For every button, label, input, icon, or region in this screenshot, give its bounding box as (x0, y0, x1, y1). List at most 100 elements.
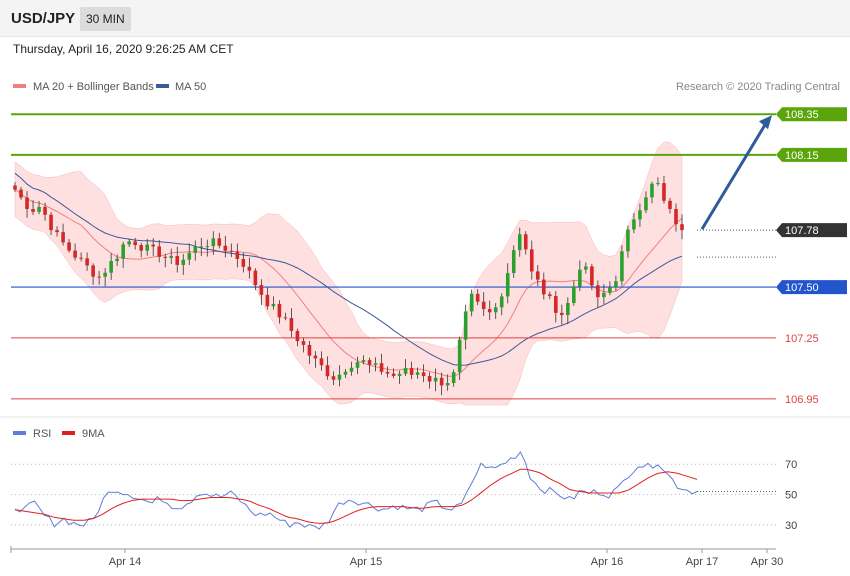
x-tick-label: Apr 30 (751, 556, 783, 568)
candle-body (674, 209, 678, 225)
candle-body (61, 232, 65, 243)
candle-body (644, 197, 648, 211)
candle-body (590, 266, 594, 286)
credit-text: Research © 2020 Trading Central (676, 81, 840, 93)
candle-body (223, 245, 228, 251)
candle-body (523, 234, 528, 250)
candle-body (163, 256, 168, 258)
candle-body (133, 241, 137, 246)
candle-body (259, 285, 264, 295)
candle-body (25, 197, 29, 210)
level-label: 107.25 (785, 333, 819, 345)
rsi-ma-legend-label: 9MA (82, 428, 105, 440)
candle-body (115, 258, 119, 262)
candle-body (187, 252, 192, 260)
rsi-level-label: 50 (785, 490, 797, 502)
candle-body (457, 339, 462, 373)
ma50-line (14, 172, 683, 366)
candle-body (529, 249, 534, 272)
candle-body (367, 360, 372, 365)
ma20-legend-label: MA 20 + Bollinger Bands (33, 81, 154, 93)
candle-body (499, 296, 504, 308)
candle-body (535, 271, 540, 280)
level-tag (776, 147, 847, 162)
candle-body (373, 363, 378, 365)
candle-body (505, 273, 510, 297)
candle-body (205, 246, 210, 248)
candle-body (49, 214, 53, 231)
candle-body (31, 209, 35, 212)
level-label: 106.95 (785, 394, 819, 406)
candle-body (632, 219, 636, 230)
candle-body (253, 270, 258, 286)
candle-body (181, 259, 186, 265)
x-axis: Apr 14 Apr 15 Apr 16 Apr 17 Apr 30 (10, 546, 783, 568)
candle-body (199, 246, 204, 248)
candle-body (151, 244, 156, 247)
x-tick-label: Apr 15 (350, 556, 382, 568)
candle-body (560, 312, 564, 316)
timeframe-button[interactable]: 30 MIN (80, 7, 131, 31)
candle-body (415, 372, 420, 375)
candle-body (169, 256, 174, 258)
candle-body (175, 256, 180, 265)
candle-body (277, 303, 282, 318)
candle-body (109, 261, 113, 273)
candle-body (584, 266, 588, 270)
candle-body (271, 303, 276, 307)
candle-body (427, 376, 432, 382)
candle-body (229, 250, 234, 252)
candle-body (385, 371, 390, 374)
ma20-line (14, 189, 683, 377)
candle-body (433, 377, 438, 382)
price-pane: 108.35 108.15 107.78 107.50 107.25 106.95 (11, 107, 847, 406)
candle-body (620, 251, 624, 282)
candle-body (650, 183, 654, 198)
level-tag (776, 107, 847, 122)
candle-body (331, 376, 336, 380)
candle-body (554, 296, 558, 313)
candle-body (349, 367, 354, 372)
candle-body (91, 265, 95, 277)
bollinger-band (14, 141, 683, 406)
rsi-pane: 70 50 30 (11, 450, 797, 532)
candle-body (37, 206, 41, 212)
candle-body (43, 206, 47, 215)
candle-body (481, 301, 486, 310)
candle-body (217, 238, 222, 246)
candle-body (361, 360, 366, 363)
candle-body (451, 372, 456, 383)
candle-body (139, 245, 143, 251)
rsi-ma-legend-swatch (62, 431, 75, 435)
candle-body (475, 293, 480, 302)
candle-body (596, 285, 600, 298)
rsi-level-label: 70 (785, 459, 797, 471)
candle-body (463, 311, 468, 340)
candle-body (343, 371, 348, 375)
target-arrow-head (759, 115, 772, 130)
candle-body (79, 257, 83, 259)
candle-body (487, 309, 492, 313)
x-tick-label: Apr 17 (686, 556, 718, 568)
candle-body (566, 303, 570, 316)
candle-body (325, 365, 330, 377)
candle-body (602, 292, 606, 298)
candle-body (121, 244, 125, 259)
candle-body (85, 258, 89, 266)
candle-body (638, 210, 642, 220)
candle-body (55, 230, 59, 233)
level-label: 107.78 (785, 225, 819, 237)
candle-body (73, 250, 77, 258)
candle-body (680, 224, 684, 231)
candle-body (469, 293, 474, 312)
candle-body (668, 200, 672, 210)
level-tag (776, 223, 847, 238)
candle-body (13, 185, 17, 190)
candle-body (283, 317, 288, 319)
candle-body (403, 368, 408, 374)
candle-body (67, 242, 71, 251)
candle-body (265, 294, 270, 307)
candle-body (319, 358, 324, 366)
rsi-level-label: 30 (785, 520, 797, 532)
